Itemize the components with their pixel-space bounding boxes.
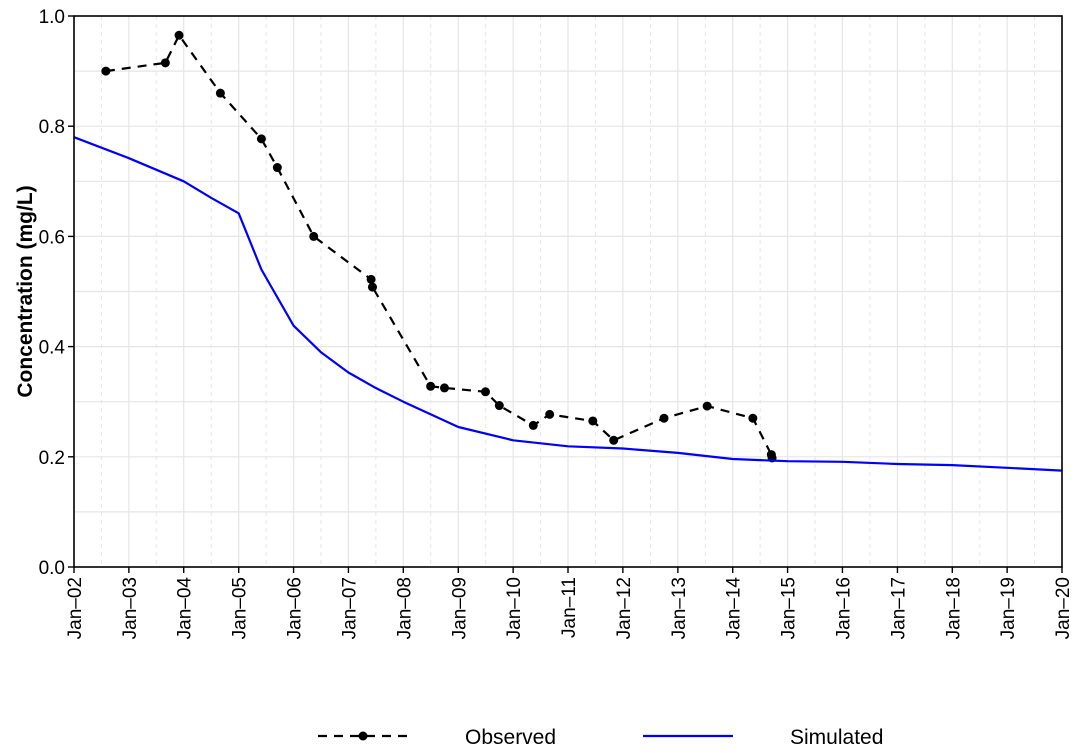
x-tick-label: Jan–16 <box>833 577 854 639</box>
legend-observed-label: Observed <box>465 726 556 749</box>
y-tick-label: 0.6 <box>39 227 65 248</box>
x-tick-label: Jan–19 <box>998 577 1019 639</box>
x-tick-label: Jan–14 <box>724 577 745 640</box>
data-point-observed <box>309 231 319 241</box>
data-point-observed <box>256 134 266 144</box>
data-point-observed <box>426 381 436 391</box>
data-point-observed <box>101 66 111 76</box>
x-tick-label: Jan–15 <box>779 577 800 639</box>
x-tick-label: Jan–03 <box>120 577 141 639</box>
x-tick-label: Jan–02 <box>65 577 86 639</box>
x-tick-label: Jan–10 <box>504 577 525 639</box>
data-point-observed <box>174 30 184 40</box>
x-tick-label: Jan–11 <box>559 577 580 638</box>
data-point-observed <box>609 435 619 445</box>
data-point-observed <box>480 387 490 397</box>
legend: Observed Simulated <box>318 726 883 749</box>
x-tick-label: Jan–13 <box>669 577 690 639</box>
x-tick-label: Jan–09 <box>449 577 470 639</box>
x-tick-label: Jan–06 <box>285 577 306 639</box>
data-point-observed <box>439 383 449 393</box>
data-point-observed <box>272 163 282 173</box>
y-tick-label: 0.4 <box>39 338 66 359</box>
data-point-observed <box>702 401 712 411</box>
x-tick-label: Jan–04 <box>175 577 196 640</box>
data-point-observed <box>215 88 225 98</box>
data-point-observed <box>659 413 669 423</box>
x-tick-label: Jan–07 <box>339 577 360 639</box>
y-tick-label: 1.0 <box>39 7 65 28</box>
axis-layer: 0.0 0.2 0.4 0.6 0.8 1.0 Jan–02 Jan–03 Jan–04 Jan–… <box>39 7 1074 639</box>
data-point-observed <box>366 274 376 284</box>
legend-observed-marker <box>358 731 368 741</box>
data-point-observed <box>748 413 758 423</box>
x-tick-label: Jan–08 <box>394 577 415 639</box>
legend-simulated-label: Simulated <box>790 726 883 749</box>
data-point-observed <box>545 409 555 419</box>
y-tick-label: 0.0 <box>39 558 65 579</box>
data-point-observed <box>528 420 538 430</box>
data-point-observed <box>588 416 598 426</box>
y-axis-title: Concentration (mg/L) <box>14 185 37 397</box>
series-line-simulated <box>73 136 1063 472</box>
series-line-observed <box>105 34 774 459</box>
x-tick-label: Jan–05 <box>230 577 251 639</box>
series-layer <box>73 30 1063 472</box>
x-tick-label: Jan–18 <box>943 577 964 639</box>
x-tick-label: Jan–12 <box>614 577 635 639</box>
data-point-observed <box>160 58 170 68</box>
data-point-observed <box>494 401 504 411</box>
y-tick-label: 0.8 <box>39 117 65 138</box>
y-tick-label: 0.2 <box>39 448 65 469</box>
data-point-observed <box>367 282 377 292</box>
x-tick-label: Jan–20 <box>1053 577 1074 639</box>
x-tick-label: Jan–17 <box>888 577 909 639</box>
